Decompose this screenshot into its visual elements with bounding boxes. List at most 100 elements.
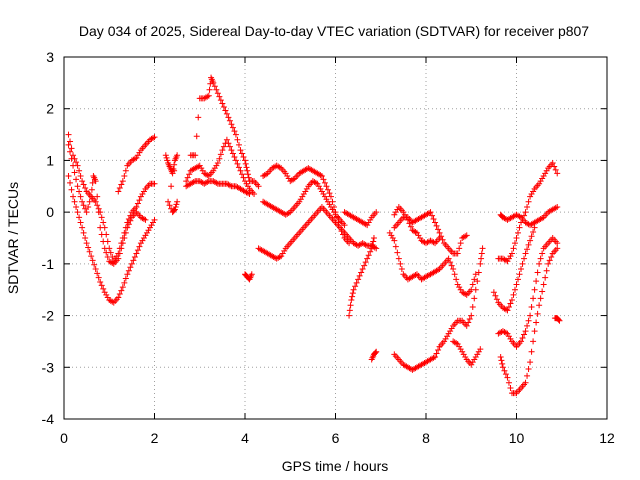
series-arc-19 [391,203,443,247]
data-point [216,155,223,162]
data-point [369,241,376,248]
data-point [226,117,233,124]
data-point [361,262,368,269]
data-point [214,90,221,97]
data-point [533,278,540,285]
data-point [493,296,500,303]
chart-title: Day 034 of 2025, Sidereal Day-to-day VTE… [79,23,589,39]
data-point [524,203,531,210]
data-point [518,338,525,345]
data-point [525,198,532,205]
data-point [243,164,250,171]
data-point [542,274,549,281]
x-tick-label: 6 [332,430,340,446]
data-point [492,292,499,299]
data-point [85,203,92,210]
data-point [244,167,251,174]
data-point [362,259,369,266]
data-point [74,183,81,190]
data-point [453,276,460,283]
data-point [370,238,377,245]
data-point [349,290,356,297]
data-point [528,348,535,355]
data-point [246,191,253,198]
data-point [68,155,75,162]
data-point [219,147,226,154]
data-point [121,172,128,179]
data-point [321,179,328,186]
data-point [71,198,78,205]
data-point [513,235,520,241]
data-point [68,145,75,152]
data-point [507,300,514,307]
data-point [451,271,458,278]
data-point [184,174,191,181]
series-arc-11 [260,178,348,229]
x-tick-labels: 0 2 4 6 8 10 12 [60,430,615,446]
data-point [499,360,506,367]
data-point [125,221,132,228]
series-arc-1 [65,131,158,265]
series-arc-5 [162,152,181,216]
data-point [216,93,223,100]
data-point [65,131,72,138]
data-point [554,203,561,210]
data-point [165,198,172,205]
data-point [504,374,511,381]
data-point [238,150,245,157]
data-point [74,209,81,216]
data-point [79,224,86,231]
data-point [392,243,399,250]
data-point [397,260,404,267]
data-point [326,190,333,197]
data-point [219,100,226,107]
y-tick-label: -1 [42,256,55,272]
data-point [76,188,83,195]
data-point [407,223,414,230]
data-point [88,253,95,260]
data-point [118,245,125,252]
data-point [465,319,472,326]
data-point [70,193,77,200]
data-point [116,185,123,192]
data-point [450,266,457,273]
data-point [174,198,181,205]
data-point [225,140,232,147]
data-point [125,267,132,274]
data-points [65,74,563,397]
data-point [358,269,365,276]
data-point [89,179,96,186]
series-arc-23 [495,160,561,265]
data-point [103,249,110,256]
data-point [171,206,178,213]
data-point [240,174,247,181]
data-point [537,255,544,262]
data-point [118,287,125,294]
data-point [229,124,236,131]
data-point [92,178,99,185]
data-point [92,266,99,273]
data-point [166,202,173,209]
series-arc-7 [183,136,258,198]
data-point [554,240,561,247]
data-point [527,312,534,319]
data-point [94,193,101,200]
data-point [116,250,123,257]
data-point [539,250,546,257]
data-point [433,350,440,357]
data-point [552,166,559,173]
data-point [242,157,248,164]
data-point [77,193,84,200]
data-point [71,169,78,176]
data-point [173,201,180,208]
y-tick-labels: -4 -3 -2 -1 0 1 2 3 [42,49,55,427]
data-point [508,297,515,304]
series-arc-10 [260,162,353,247]
series-arc-4 [115,134,158,195]
data-point [474,278,481,285]
data-point [327,193,334,200]
data-point [73,203,80,210]
data-point [195,114,202,121]
data-point [546,257,553,264]
